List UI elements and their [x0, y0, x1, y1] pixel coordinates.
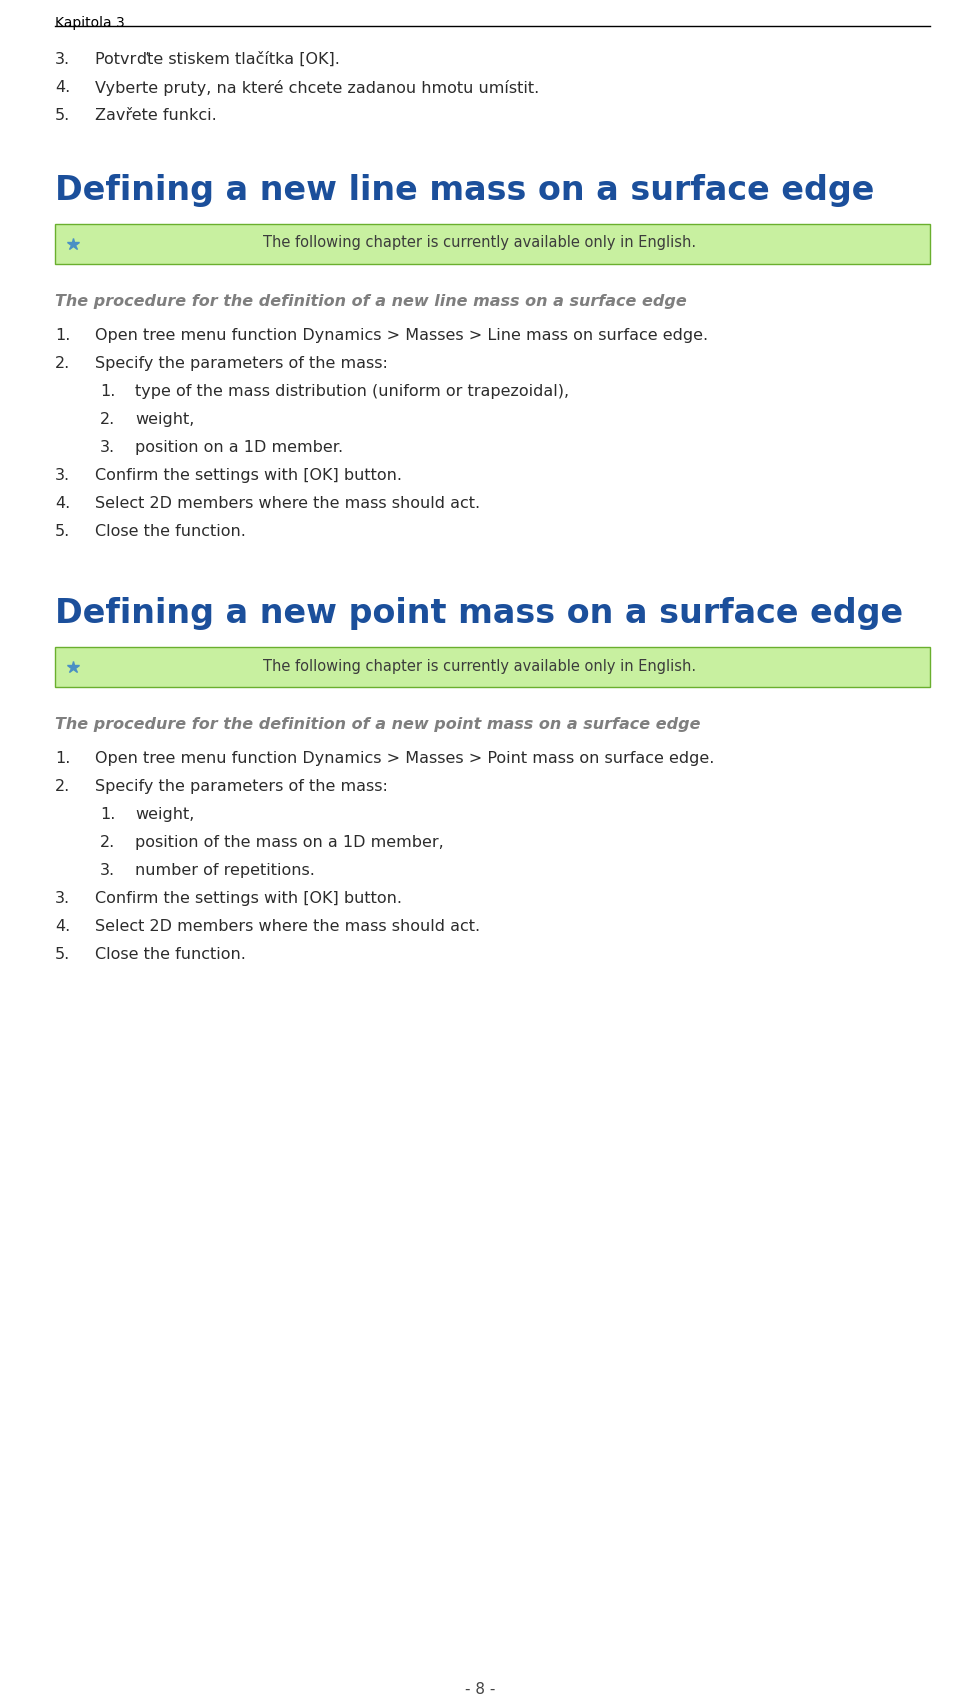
Text: Select 2D members where the mass should act.: Select 2D members where the mass should …	[95, 495, 480, 511]
Text: 4.: 4.	[55, 495, 70, 511]
Text: 2.: 2.	[100, 836, 115, 849]
Text: Open tree menu function Dynamics > Masses > Point mass on surface edge.: Open tree menu function Dynamics > Masse…	[95, 751, 714, 766]
Text: Defining a new line mass on a surface edge: Defining a new line mass on a surface ed…	[55, 174, 875, 208]
Text: 3.: 3.	[100, 441, 115, 454]
FancyBboxPatch shape	[55, 647, 930, 688]
Text: 5.: 5.	[55, 946, 70, 962]
Text: Close the function.: Close the function.	[95, 946, 246, 962]
FancyBboxPatch shape	[55, 225, 930, 264]
Text: Confirm the settings with [OK] button.: Confirm the settings with [OK] button.	[95, 468, 402, 483]
Text: 2.: 2.	[55, 356, 70, 371]
Text: Zavřete funkci.: Zavřete funkci.	[95, 107, 217, 123]
Text: Specify the parameters of the mass:: Specify the parameters of the mass:	[95, 780, 388, 795]
Text: The following chapter is currently available only in English.: The following chapter is currently avail…	[263, 659, 697, 674]
Text: 3.: 3.	[55, 892, 70, 905]
Text: position of the mass on a 1D member,: position of the mass on a 1D member,	[135, 836, 444, 849]
Text: 3.: 3.	[55, 468, 70, 483]
Text: 4.: 4.	[55, 80, 70, 95]
Text: The following chapter is currently available only in English.: The following chapter is currently avail…	[263, 235, 697, 250]
Text: 1.: 1.	[100, 807, 115, 822]
Text: - 8 -: - 8 -	[465, 1682, 495, 1697]
Text: Close the function.: Close the function.	[95, 524, 246, 540]
Text: Defining a new point mass on a surface edge: Defining a new point mass on a surface e…	[55, 597, 903, 630]
Text: Kapitola 3: Kapitola 3	[55, 15, 125, 31]
Text: 1.: 1.	[55, 751, 70, 766]
Text: type of the mass distribution (uniform or trapezoidal),: type of the mass distribution (uniform o…	[135, 385, 569, 398]
Text: 5.: 5.	[55, 524, 70, 540]
Text: 1.: 1.	[100, 385, 115, 398]
Text: Open tree menu function Dynamics > Masses > Line mass on surface edge.: Open tree menu function Dynamics > Masse…	[95, 328, 708, 344]
Text: Specify the parameters of the mass:: Specify the parameters of the mass:	[95, 356, 388, 371]
Text: 5.: 5.	[55, 107, 70, 123]
Text: Vyberte pruty, na které chcete zadanou hmotu umístit.: Vyberte pruty, na které chcete zadanou h…	[95, 80, 540, 95]
Text: Select 2D members where the mass should act.: Select 2D members where the mass should …	[95, 919, 480, 934]
Text: number of repetitions.: number of repetitions.	[135, 863, 315, 878]
Text: Confirm the settings with [OK] button.: Confirm the settings with [OK] button.	[95, 892, 402, 905]
Text: 1.: 1.	[55, 328, 70, 344]
Text: 3.: 3.	[55, 53, 70, 66]
Text: 4.: 4.	[55, 919, 70, 934]
Text: 2.: 2.	[100, 412, 115, 427]
Text: weight,: weight,	[135, 807, 194, 822]
Text: 3.: 3.	[100, 863, 115, 878]
Text: The procedure for the definition of a new point mass on a surface edge: The procedure for the definition of a ne…	[55, 717, 701, 732]
Text: Potvrďte stiskem tlačítka [OK].: Potvrďte stiskem tlačítka [OK].	[95, 53, 340, 66]
Text: The procedure for the definition of a new line mass on a surface edge: The procedure for the definition of a ne…	[55, 294, 686, 310]
Text: 2.: 2.	[55, 780, 70, 795]
Text: weight,: weight,	[135, 412, 194, 427]
Text: position on a 1D member.: position on a 1D member.	[135, 441, 343, 454]
